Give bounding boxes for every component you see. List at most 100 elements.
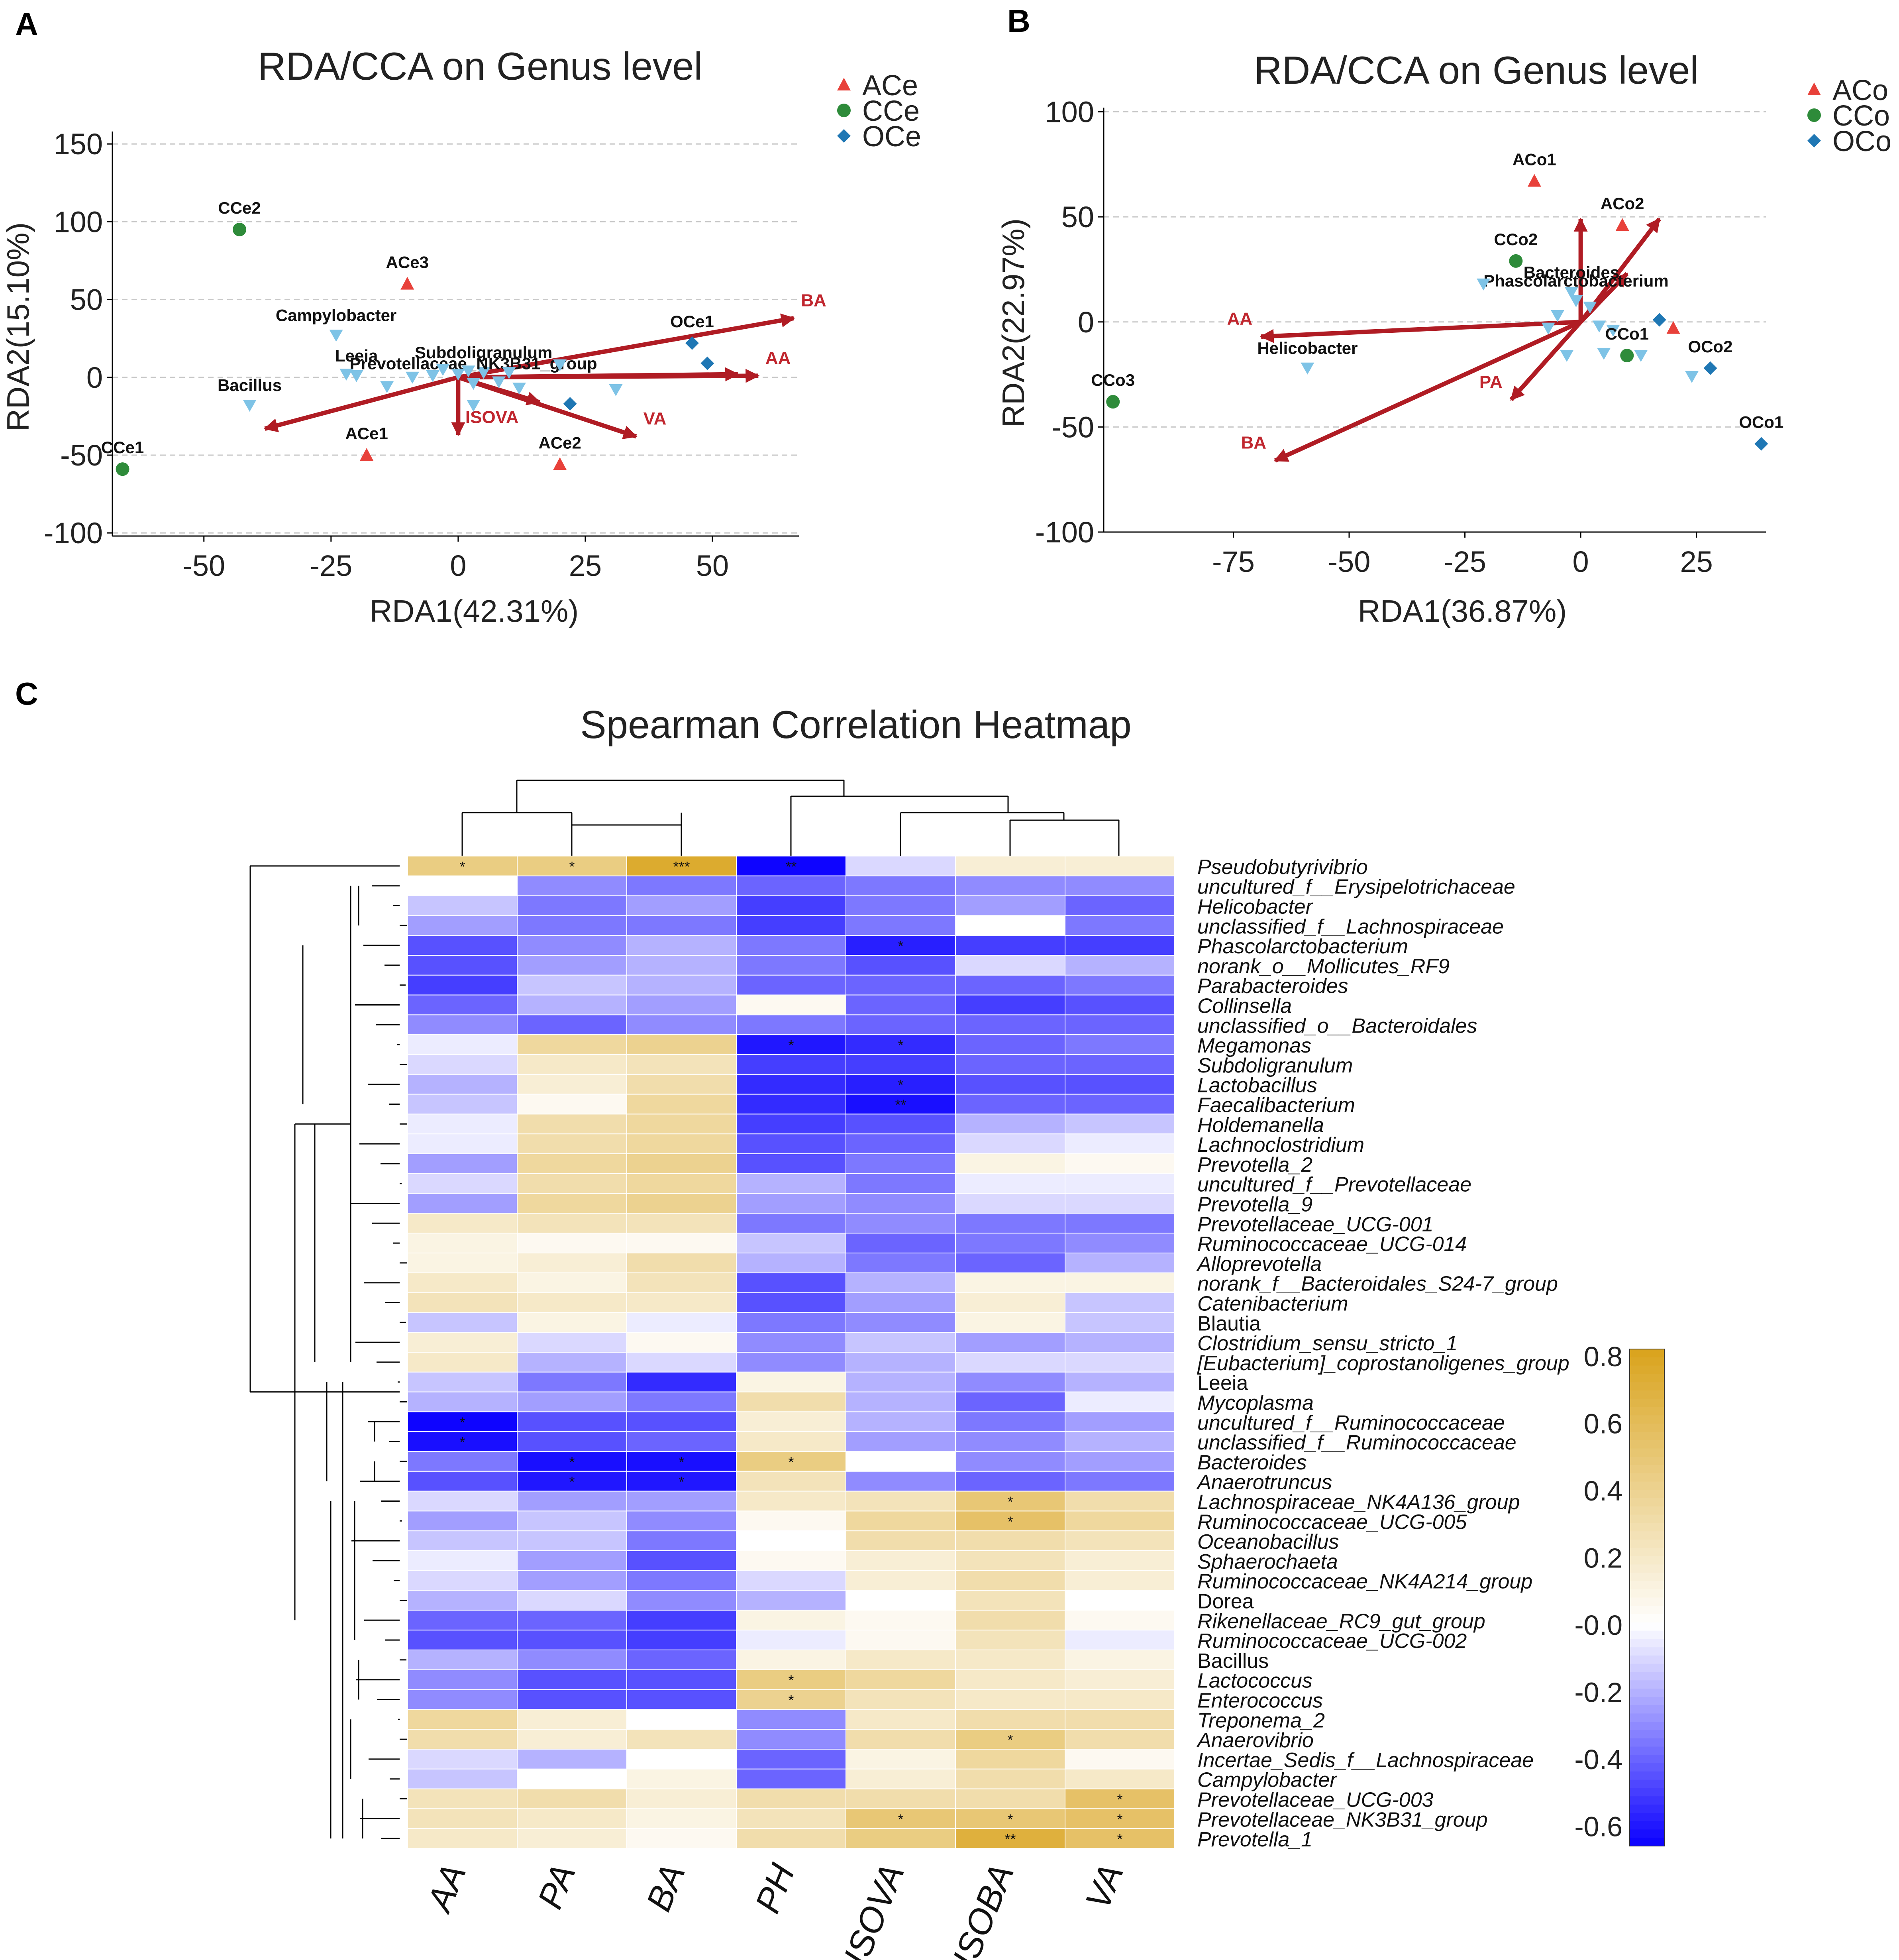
row-label: uncultured_f__Ruminococcaceae bbox=[1197, 1411, 1505, 1434]
heatmap-cell bbox=[955, 1491, 1065, 1512]
species-point bbox=[1560, 350, 1574, 362]
colorbar-segment bbox=[1630, 1457, 1664, 1465]
heatmap-cell bbox=[955, 1034, 1065, 1055]
heatmap-cell bbox=[626, 1312, 737, 1333]
row-label: Holdemanella bbox=[1197, 1114, 1324, 1137]
heatmap-cell bbox=[517, 1729, 627, 1750]
env-arrow-label: ISOVA bbox=[465, 407, 519, 427]
heatmap-cell bbox=[736, 915, 846, 936]
heatmap-cell bbox=[846, 1630, 956, 1650]
heatmap-cell bbox=[626, 1332, 737, 1353]
heatmap-cell bbox=[407, 1749, 518, 1769]
row-label: Prevotella_2 bbox=[1197, 1153, 1312, 1176]
heatmap-cell bbox=[407, 1729, 518, 1750]
significance-mark: * bbox=[898, 1077, 903, 1093]
heatmap-cell bbox=[626, 1173, 737, 1194]
colorbar-segment bbox=[1630, 1622, 1664, 1631]
heatmap-cell bbox=[626, 1034, 737, 1055]
significance-marks: * * *** **** ******* * ** ******** * *** * bbox=[459, 858, 1122, 1847]
heatmap-cell bbox=[407, 1828, 518, 1849]
colorbar-segment bbox=[1630, 1746, 1664, 1756]
heatmap-cell bbox=[1065, 1014, 1175, 1035]
heatmap-cell bbox=[736, 1510, 846, 1532]
heatmap-cell bbox=[626, 1510, 737, 1532]
env-arrow bbox=[263, 375, 459, 432]
heatmap-cell bbox=[1065, 974, 1175, 996]
y-tick-label: -50 bbox=[60, 439, 103, 472]
y-tick-label: 150 bbox=[54, 128, 103, 161]
colorbar-segment bbox=[1630, 1432, 1664, 1441]
heatmap-cell bbox=[955, 1253, 1065, 1273]
heatmap-cell bbox=[736, 1411, 846, 1432]
sample-point bbox=[1754, 437, 1768, 451]
x-tick-label: -25 bbox=[1444, 545, 1486, 578]
heatmap-cell bbox=[517, 1411, 627, 1432]
species-point bbox=[609, 384, 623, 397]
heatmap-cell bbox=[736, 1689, 846, 1710]
heatmap-cell bbox=[955, 1689, 1065, 1710]
heatmap-cell bbox=[846, 1491, 956, 1512]
heatmap-cell bbox=[955, 1133, 1065, 1154]
heatmap-cell bbox=[846, 1530, 956, 1551]
column-label: BA bbox=[638, 1858, 693, 1917]
heatmap-cell bbox=[736, 1193, 846, 1214]
heatmap-cell bbox=[517, 1014, 627, 1035]
heatmap-cell bbox=[517, 1610, 627, 1631]
row-label: Pseudobutyrivibrio bbox=[1197, 856, 1368, 879]
heatmap-cell bbox=[736, 1669, 846, 1690]
significance-mark: * bbox=[679, 1454, 684, 1470]
heatmap-cells bbox=[407, 856, 1175, 1849]
heatmap-cell bbox=[736, 1233, 846, 1253]
heatmap-cell bbox=[407, 1253, 518, 1273]
significance-mark: * bbox=[788, 1454, 794, 1470]
heatmap-cell bbox=[1065, 856, 1175, 876]
heatmap-cell bbox=[736, 1788, 846, 1809]
colorbar-segment bbox=[1630, 1663, 1664, 1673]
heatmap-cell bbox=[1065, 1530, 1175, 1551]
heatmap-cell bbox=[517, 1114, 627, 1135]
heatmap-cell bbox=[517, 1371, 627, 1392]
heatmap-cell bbox=[626, 1014, 737, 1035]
heatmap-cell bbox=[1065, 1292, 1175, 1313]
colorbar-segment bbox=[1630, 1779, 1664, 1789]
row-label: Mycoplasma bbox=[1197, 1392, 1314, 1415]
panel-label-a: A bbox=[15, 6, 38, 42]
y-tick-label: -50 bbox=[1052, 410, 1094, 444]
heatmap-cell bbox=[1065, 1510, 1175, 1532]
heatmap-cell bbox=[736, 1828, 846, 1849]
heatmap-cell bbox=[517, 1094, 627, 1115]
colorbar-segment bbox=[1630, 1755, 1664, 1764]
species-point bbox=[467, 378, 481, 390]
significance-mark: * bbox=[1117, 1791, 1122, 1808]
y-axis-label-b: RDA2(22.97%) bbox=[996, 218, 1031, 428]
heatmap-cell bbox=[626, 1193, 737, 1214]
heatmap-cell bbox=[736, 1590, 846, 1611]
heatmap-cell bbox=[407, 1768, 518, 1789]
heatmap-cell bbox=[955, 1114, 1065, 1135]
significance-mark: * bbox=[1007, 1732, 1013, 1748]
colorbar-segment bbox=[1630, 1796, 1664, 1805]
y-tick-label: 50 bbox=[70, 283, 103, 316]
sample-label: ACe3 bbox=[386, 253, 429, 272]
colorbar-segment bbox=[1630, 1531, 1664, 1540]
heatmap-cell bbox=[736, 856, 846, 876]
row-label: Leeia bbox=[1197, 1372, 1248, 1395]
row-label: Prevotella_1 bbox=[1197, 1828, 1312, 1851]
heatmap-cell bbox=[517, 1689, 627, 1710]
colorbar-segment bbox=[1630, 1556, 1664, 1565]
sample-label: OCo1 bbox=[1739, 413, 1783, 432]
colorbar-segment bbox=[1630, 1738, 1664, 1747]
x-tick-label: -50 bbox=[1328, 545, 1371, 578]
colorbar-segment bbox=[1630, 1573, 1664, 1581]
colorbar-segment bbox=[1630, 1498, 1664, 1507]
heatmap-cell bbox=[736, 1491, 846, 1512]
heatmap-cell bbox=[407, 1233, 518, 1253]
heatmap-cell bbox=[846, 1391, 956, 1412]
heatmap-cell bbox=[626, 1371, 737, 1392]
species-point bbox=[467, 400, 481, 412]
heatmap-cell bbox=[846, 1828, 956, 1849]
row-label: Anaerotruncus bbox=[1196, 1471, 1332, 1494]
x-axis-label-a: RDA1(42.31%) bbox=[370, 593, 579, 628]
